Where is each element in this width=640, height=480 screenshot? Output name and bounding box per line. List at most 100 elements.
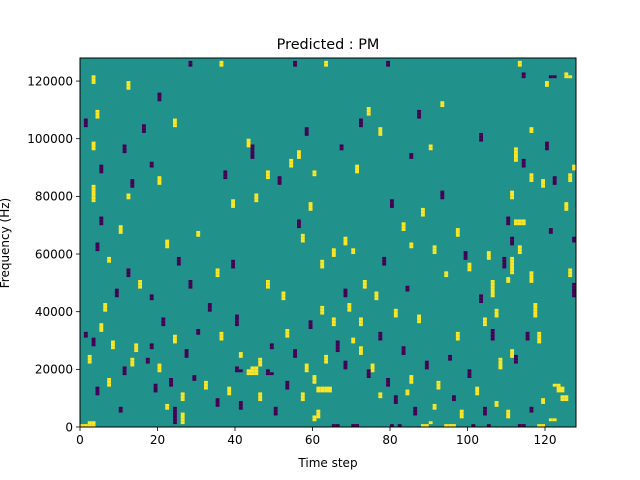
heatmap-cell [331, 251, 336, 255]
heatmap-cell [440, 190, 445, 194]
heatmap-cell [417, 320, 422, 324]
heatmap-cell [432, 403, 437, 407]
heatmap-cell [266, 285, 270, 289]
heatmap-cell [514, 156, 518, 159]
heatmap-cell [510, 265, 515, 269]
heatmap-cell [498, 357, 503, 361]
heatmap-cell [386, 63, 391, 67]
heatmap-cell [180, 398, 185, 402]
heatmap-cell [173, 337, 177, 341]
heatmap-cell [91, 81, 96, 84]
heatmap-cell [359, 346, 363, 350]
heatmap-cell [196, 331, 201, 335]
heatmap-cell [324, 360, 329, 364]
heatmap-cell [122, 144, 127, 148]
heatmap-cell [250, 144, 255, 148]
heatmap-cell [285, 380, 290, 384]
heatmap-cell [560, 395, 565, 399]
heatmap-cell [320, 389, 325, 393]
plot-frame [79, 57, 577, 428]
heatmap-cell [467, 369, 472, 373]
heatmap-cell [180, 392, 185, 396]
heatmap-cell [331, 424, 336, 427]
heatmap-cell [529, 127, 534, 131]
heatmap-cell [316, 412, 321, 416]
heatmap-cell [149, 297, 154, 301]
heatmap-cell [118, 228, 123, 231]
heatmap-cell [417, 109, 422, 113]
heatmap-cell [142, 124, 146, 128]
heatmap-cell [502, 259, 507, 263]
heatmap-cell [122, 372, 127, 376]
y-tick-label: 20000 [35, 363, 73, 377]
heatmap-cell [258, 360, 263, 364]
heatmap-cell [308, 202, 313, 206]
heatmap-cell [572, 285, 577, 289]
heatmap-cell [107, 380, 112, 384]
heatmap-cell [436, 383, 441, 387]
heatmap-cell [537, 340, 542, 344]
heatmap-cell [285, 383, 290, 387]
heatmap-cell [382, 256, 387, 260]
heatmap-cell [312, 380, 317, 384]
heatmap-cell [238, 352, 243, 355]
heatmap-cell [455, 334, 460, 338]
heatmap-cell [463, 256, 468, 260]
heatmap-cell [312, 170, 317, 174]
heatmap-cell [99, 167, 104, 171]
heatmap-cell [204, 386, 208, 390]
heatmap-cell [293, 352, 298, 355]
heatmap-cell [572, 164, 577, 168]
heatmap-cell [490, 331, 495, 335]
heatmap-cell [335, 346, 340, 350]
heatmap-cell [393, 311, 398, 315]
x-tick-label: 100 [456, 433, 479, 447]
heatmap-cell [490, 291, 495, 295]
chart-title: Predicted : PM [277, 37, 380, 53]
heatmap-cell [343, 239, 348, 243]
heatmap-cell [312, 375, 317, 378]
heatmap-cell [320, 265, 325, 269]
heatmap-cell [494, 311, 499, 315]
heatmap-cell [428, 421, 433, 425]
heatmap-cell [572, 236, 577, 240]
heatmap-cell [304, 363, 309, 367]
heatmap-cell [421, 210, 425, 214]
heatmap-cell [215, 401, 220, 404]
heatmap-cell [304, 127, 309, 131]
heatmap-cell [428, 144, 433, 148]
heatmap-cell [529, 176, 534, 180]
heatmap-cell [235, 314, 239, 318]
heatmap-cell [432, 251, 437, 255]
heatmap-cell [541, 184, 546, 188]
heatmap-cell [359, 124, 363, 128]
heatmap-cell [366, 375, 371, 378]
heatmap-cell [308, 207, 313, 211]
heatmap-cell [552, 181, 557, 185]
heatmap-cell [506, 409, 511, 413]
heatmap-cell [95, 115, 100, 119]
heatmap-cell [393, 395, 398, 399]
heatmap-cell [517, 219, 522, 223]
heatmap-cell [409, 375, 414, 378]
heatmap-cell [483, 320, 487, 324]
heatmap-cell [510, 242, 515, 246]
heatmap-cell [444, 424, 449, 427]
heatmap-cell [335, 343, 340, 347]
heatmap-cell [91, 147, 96, 151]
heatmap-cell [440, 101, 445, 105]
heatmap-cell [328, 386, 332, 390]
heatmap-cell [149, 164, 154, 168]
heatmap-cell [246, 141, 251, 145]
heatmap-cell [122, 369, 127, 373]
heatmap-cell [289, 158, 294, 162]
heatmap-cell [517, 222, 522, 226]
heatmap-cell [490, 279, 495, 283]
y-axis-label: Frequency (Hz) [0, 198, 12, 289]
heatmap-cell [510, 239, 515, 243]
heatmap-cell [219, 337, 224, 341]
heatmap-cell [103, 305, 108, 309]
heatmap-cell [138, 279, 143, 283]
heatmap-cell [521, 222, 526, 226]
heatmap-cell [308, 205, 313, 208]
